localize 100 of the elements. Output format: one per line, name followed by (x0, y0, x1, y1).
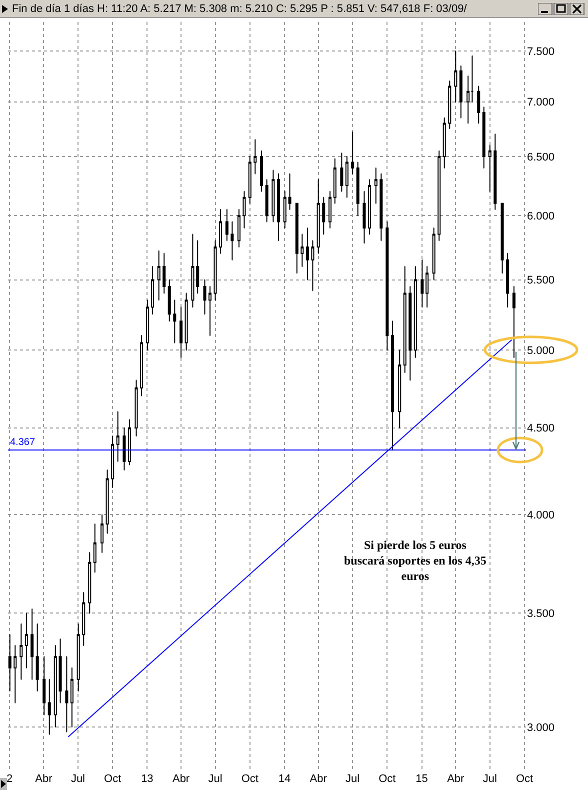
candlestick (20, 623, 23, 680)
chart-title: Fin de día 1 días H: 11:20 A: 5.217 M: 5.308 m: 5.210 C: 5.295 P : 5.851 V: 547,618 F: 03/09/ (12, 2, 467, 17)
candlestick (345, 156, 348, 198)
candlestick (276, 173, 280, 242)
x-tick-label: Oct (378, 773, 396, 785)
x-tick-label: 13 (141, 773, 154, 785)
candlestick (225, 208, 228, 242)
y-tick-label: 3.000 (527, 722, 555, 734)
candlestick (14, 645, 17, 704)
x-tick-label: Jul (482, 773, 497, 785)
candlestick (272, 170, 275, 222)
candlestick (398, 350, 402, 428)
candlestick (173, 300, 176, 344)
candlestick (157, 250, 160, 301)
candlestick (333, 158, 336, 204)
candlestick (180, 306, 183, 358)
candlestick (230, 221, 234, 260)
candlestick (288, 173, 292, 210)
x-tick-label: 2 (6, 773, 13, 785)
candlestick (76, 623, 80, 692)
candlestick (260, 150, 264, 192)
candlestick (184, 292, 188, 351)
candlestick (482, 106, 486, 168)
candlestick (448, 80, 452, 130)
x-tick-label: Oct (516, 773, 534, 785)
candlestick (162, 252, 166, 294)
x-tick-label: Oct (241, 773, 258, 785)
candlestick (340, 152, 344, 192)
candlestick (128, 419, 132, 466)
candlestick (295, 202, 298, 274)
y-tick-label: 4.500 (527, 422, 555, 435)
candlestick (356, 162, 360, 216)
candlestick (93, 523, 96, 573)
candlestick (48, 678, 51, 735)
x-tick-label: Abr (172, 773, 190, 785)
y-tick-label: 5.500 (527, 274, 555, 287)
candlestick (70, 667, 74, 728)
candlestick (237, 208, 240, 248)
candlestick (65, 656, 68, 732)
candlestick (254, 139, 257, 174)
x-tick-label: Jul (70, 773, 85, 785)
candlestick (111, 436, 114, 488)
candlestick (24, 612, 28, 668)
candlestick (362, 190, 366, 244)
y-tick-label: 3.500 (527, 608, 555, 620)
candlestick (265, 179, 268, 222)
candlestick (494, 134, 497, 210)
candlestick (196, 240, 200, 294)
candlestick (42, 656, 46, 716)
candlestick (351, 131, 354, 174)
candlestick (8, 634, 12, 692)
y-tick-label: 5.000 (527, 344, 555, 357)
y-tick-label: 4.000 (527, 510, 555, 522)
candlestick (203, 279, 206, 315)
candlestick (403, 266, 406, 374)
x-tick-label: Jul (346, 773, 360, 785)
candlestick (386, 221, 389, 351)
candlestick (390, 320, 394, 450)
candlestick (374, 167, 378, 204)
candlestick (191, 234, 194, 308)
candlestick (322, 196, 326, 235)
annotation: Si pierde los 5 euros buscará soportes en los 4,35 euros (344, 538, 486, 584)
candlestick (88, 552, 92, 614)
candlestick (134, 380, 138, 437)
candlestick (146, 300, 150, 351)
candlestick (477, 86, 480, 124)
candlestick (116, 411, 120, 462)
candlestick (36, 623, 39, 692)
candlestick (432, 227, 436, 280)
candlestick (214, 240, 217, 301)
candlestick (140, 334, 144, 396)
candlestick (506, 252, 510, 308)
candlestick (219, 208, 222, 254)
x-tick-label: Oct (104, 773, 122, 785)
candlestick (426, 266, 429, 308)
candlestick (58, 638, 62, 704)
candlestick (30, 608, 34, 680)
candlestick (150, 266, 154, 315)
x-tick-label: 14 (278, 773, 291, 785)
candlestick (414, 266, 417, 358)
y-tick-label: 7.000 (527, 96, 555, 109)
candlestick (306, 227, 309, 280)
ref-line-label: 4.367 (10, 437, 36, 448)
x-tick-label: Jul (208, 773, 222, 785)
candlestick (454, 50, 458, 102)
candlestick (420, 259, 424, 308)
candlestick (408, 286, 412, 381)
candlestick (100, 514, 104, 554)
candlestick (438, 150, 441, 242)
y-tick-label: 6.500 (527, 151, 555, 164)
candlestick (208, 286, 212, 336)
candlestick (168, 279, 171, 322)
candlestick (311, 240, 314, 292)
candlestick (54, 645, 57, 728)
x-tick-label: 15 (416, 773, 428, 785)
candlestick (242, 190, 246, 228)
candlestick (248, 156, 252, 204)
x-tick-label: Abr (310, 773, 328, 785)
x-tick-label: Abr (447, 773, 465, 785)
candlestick (459, 65, 462, 118)
